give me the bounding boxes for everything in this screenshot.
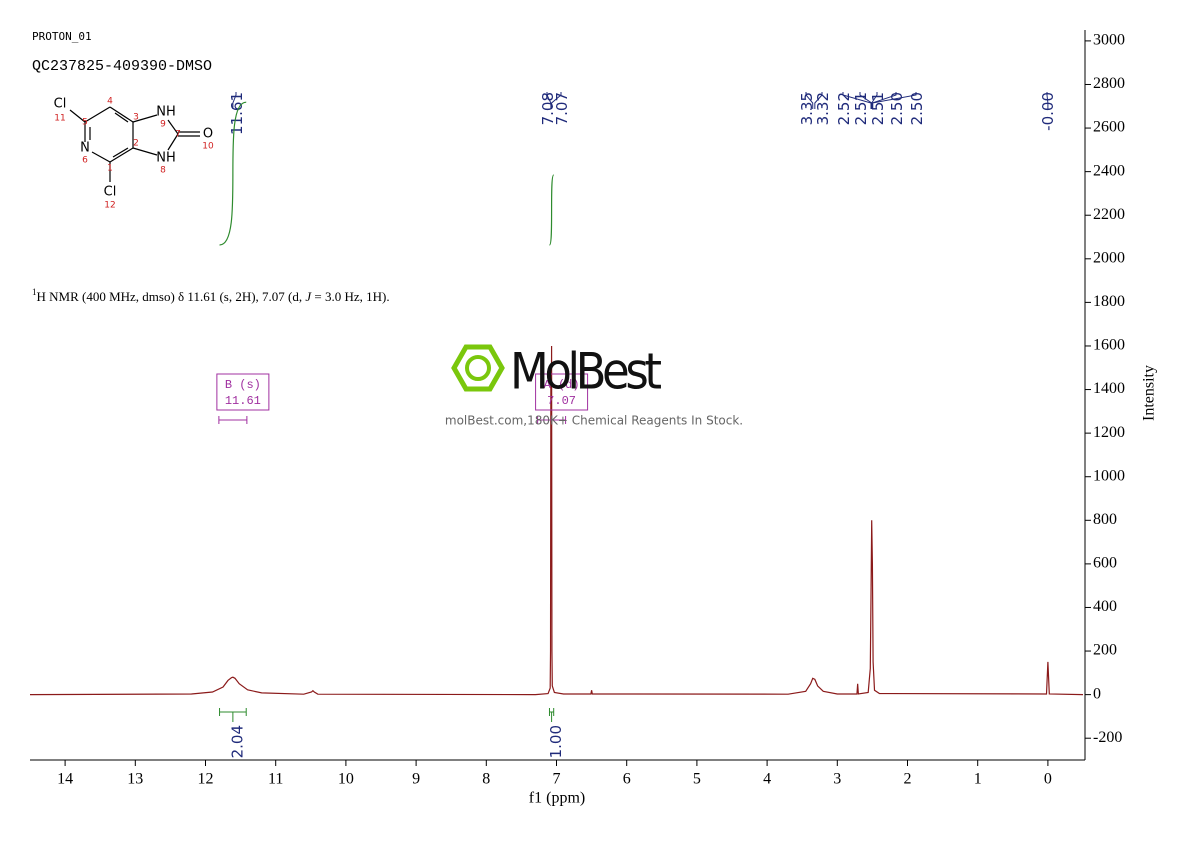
peak-connector (546, 92, 552, 109)
sample-name: QC237825-409390-DMSO (32, 58, 212, 75)
peak-label: 3.35 (798, 92, 816, 125)
x-tick-label: 5 (693, 771, 701, 788)
integral-bracket (219, 708, 247, 722)
atom-number: 2 (133, 139, 139, 149)
watermark: MolBest molBest.com,180K+ Chemical Reage… (445, 343, 743, 428)
peak-connector (1046, 92, 1049, 109)
y-tick-label: -200 (1093, 729, 1122, 746)
experiment-name: PROTON_01 (32, 30, 92, 43)
y-tick-label: 200 (1093, 642, 1117, 659)
y-tick-label: 1600 (1093, 337, 1125, 354)
integral-bracket (548, 708, 555, 722)
atom-number: 10 (202, 142, 214, 152)
y-tick-label: 2800 (1093, 75, 1125, 92)
peak-connector (842, 92, 872, 109)
integral-label: 2.04 (228, 725, 246, 758)
atom-label: N (80, 141, 90, 156)
x-tick-label: 13 (127, 771, 143, 788)
x-tick-label: 8 (482, 771, 490, 788)
atom-number: 6 (82, 156, 88, 166)
x-tick-label: 10 (338, 771, 354, 788)
x-tick-label: 3 (833, 771, 841, 788)
multiplet-label: B (s) (225, 378, 261, 392)
annotation-part: = 3.0 Hz, 1H). (311, 289, 389, 304)
atom-label: Cl (54, 97, 67, 112)
x-tick-label: 7 (553, 771, 561, 788)
y-tick-label: 2400 (1093, 162, 1125, 179)
watermark-brand: MolBest (510, 343, 662, 401)
multiplet-box (216, 373, 270, 411)
peak-connector (814, 92, 823, 109)
multiplet-range (537, 416, 567, 424)
x-tick-label: 2 (904, 771, 912, 788)
y-tick-label: 1000 (1093, 467, 1125, 484)
atom-number: 4 (107, 97, 113, 107)
atom-number: 5 (82, 118, 88, 128)
x-tick-label: 1 (974, 771, 982, 788)
peak-label: 2.50 (888, 92, 906, 125)
atom-label: NH (156, 105, 176, 120)
integral-label: 1.00 (547, 725, 565, 758)
structure-bonds (69, 106, 200, 182)
peak-connector (232, 92, 237, 109)
annotation-part: 1 (32, 287, 37, 297)
y-tick-label: 2600 (1093, 119, 1125, 136)
atom-number: 11 (54, 114, 65, 124)
watermark-tagline: molBest.com,180K+ Chemical Reagents In S… (445, 414, 743, 428)
integral-curve (548, 174, 555, 246)
y-tick-label: 400 (1093, 598, 1117, 615)
annotation: 1H NMR (400 MHz, dmso) δ 11.61 (s, 2H), … (32, 287, 390, 304)
x-tick-label: 14 (57, 771, 73, 788)
y-axis-title: Intensity (1141, 365, 1158, 421)
x-tick-label: 12 (198, 771, 214, 788)
multiplet-shift: 7.07 (547, 394, 576, 408)
peak-connector (551, 92, 562, 109)
atom-number: 9 (160, 120, 166, 130)
x-tick-label: 11 (268, 771, 283, 788)
atom-number: 7 (175, 130, 181, 140)
peak-label: 7.08 (539, 92, 557, 125)
y-tick-label: 2200 (1093, 206, 1125, 223)
spectrum-line (29, 345, 1084, 696)
x-tick-label: 9 (412, 771, 420, 788)
peak-connector (871, 92, 878, 109)
peak-label: 2.52 (835, 92, 853, 125)
x-tick-label: 0 (1044, 771, 1052, 788)
y-tick-label: 1800 (1093, 293, 1125, 310)
atom-number: 3 (133, 113, 139, 123)
atom-number: 12 (104, 201, 115, 211)
atom-number: 1 (107, 164, 113, 174)
annotation-part: H NMR (400 MHz, dmso) δ 11.61 (s, 2H), 7… (37, 289, 306, 304)
peak-label: -0.00 (1039, 92, 1057, 131)
peak-label: 7.07 (553, 92, 571, 125)
multiplet-range (218, 416, 248, 424)
y-tick-label: 1200 (1093, 424, 1125, 441)
x-tick-label: 6 (623, 771, 631, 788)
atom-label: NH (156, 151, 176, 166)
multiplet-box (535, 373, 589, 411)
peak-label: 2.51 (852, 92, 870, 125)
peak-label: 2.50 (908, 92, 926, 125)
peak-connector (805, 92, 814, 109)
integral-curve (219, 101, 247, 246)
x-axis-title: f1 (ppm) (529, 790, 585, 807)
atom-label: Cl (104, 185, 117, 200)
y-tick-label: 1400 (1093, 380, 1125, 397)
peak-label: 3.32 (814, 92, 832, 125)
y-tick-label: 600 (1093, 555, 1117, 572)
annotation-part: J (305, 289, 312, 304)
y-tick-label: 0 (1093, 685, 1101, 702)
y-tick-label: 800 (1093, 511, 1117, 528)
y-tick-label: 2000 (1093, 249, 1125, 266)
y-tick-label: 3000 (1093, 32, 1125, 49)
multiplet-label: A (d) (544, 378, 580, 392)
peak-connector (871, 92, 917, 109)
atom-label: O (203, 127, 213, 142)
x-tick-label: 4 (763, 771, 771, 788)
multiplet-shift: 11.61 (225, 394, 261, 408)
atom-number: 8 (160, 166, 166, 176)
